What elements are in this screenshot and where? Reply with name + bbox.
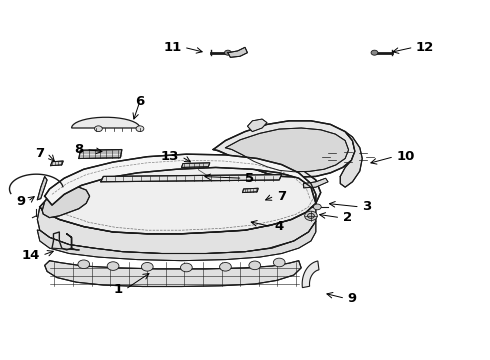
Polygon shape: [101, 175, 282, 182]
Text: 13: 13: [161, 150, 179, 163]
Circle shape: [249, 261, 261, 270]
Circle shape: [220, 262, 231, 271]
Text: 10: 10: [396, 150, 415, 163]
Circle shape: [78, 260, 90, 269]
Polygon shape: [37, 176, 47, 200]
Circle shape: [107, 262, 119, 270]
Text: 9: 9: [16, 195, 25, 208]
Polygon shape: [213, 121, 355, 177]
Text: 12: 12: [416, 41, 434, 54]
Polygon shape: [181, 163, 210, 167]
Polygon shape: [228, 47, 247, 57]
Text: 1: 1: [114, 283, 123, 296]
Polygon shape: [247, 119, 267, 132]
Polygon shape: [79, 149, 122, 158]
Text: 11: 11: [163, 41, 181, 54]
Text: 9: 9: [347, 292, 357, 305]
Polygon shape: [37, 221, 316, 261]
Text: 4: 4: [274, 220, 284, 233]
Circle shape: [308, 213, 315, 219]
Circle shape: [224, 50, 231, 55]
Circle shape: [273, 258, 285, 267]
Polygon shape: [225, 128, 348, 172]
Circle shape: [305, 211, 318, 221]
Polygon shape: [304, 178, 328, 188]
Polygon shape: [42, 187, 90, 218]
Circle shape: [95, 126, 102, 132]
Text: 7: 7: [277, 190, 286, 203]
Polygon shape: [243, 188, 258, 193]
Circle shape: [136, 126, 144, 132]
Text: 7: 7: [36, 147, 45, 159]
Polygon shape: [340, 132, 362, 187]
Polygon shape: [45, 261, 301, 287]
Text: 5: 5: [245, 172, 254, 185]
Text: 2: 2: [343, 211, 352, 224]
Polygon shape: [302, 261, 319, 288]
Polygon shape: [50, 161, 63, 166]
Polygon shape: [40, 158, 321, 234]
Text: 14: 14: [22, 249, 40, 262]
Polygon shape: [72, 117, 140, 128]
Circle shape: [142, 262, 153, 271]
Text: 3: 3: [362, 201, 371, 213]
Circle shape: [180, 263, 192, 272]
Circle shape: [314, 204, 321, 210]
Circle shape: [371, 50, 378, 55]
Text: 8: 8: [74, 143, 84, 156]
Polygon shape: [37, 203, 316, 253]
Polygon shape: [45, 154, 316, 205]
Text: 6: 6: [135, 95, 145, 108]
